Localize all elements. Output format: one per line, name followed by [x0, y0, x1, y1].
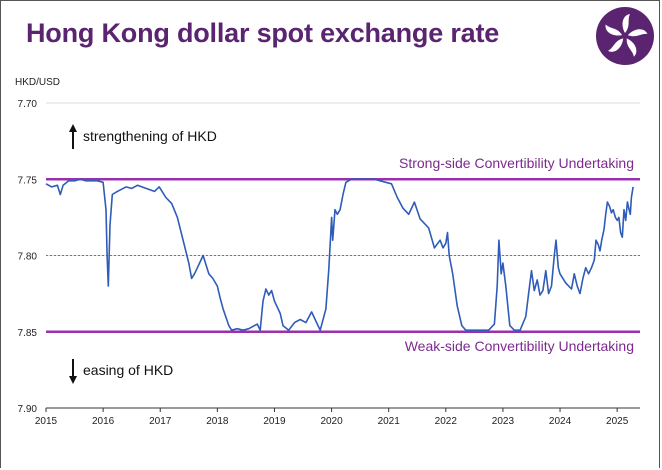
y-tick-label: 7.80	[18, 252, 38, 263]
y-tick-label: 7.90	[18, 404, 38, 415]
x-tick-label: 2022	[435, 416, 458, 427]
x-tick-label: 2016	[92, 416, 115, 427]
y-tick-label: 7.85	[18, 328, 38, 339]
chart-title: Hong Kong dollar spot exchange rate	[26, 18, 500, 48]
down-arrow-icon	[69, 359, 77, 384]
up-arrow-icon	[69, 124, 77, 149]
weak-side-label: Weak-side Convertibility Undertaking	[404, 338, 634, 354]
x-tick-label: 2025	[606, 416, 629, 427]
bauhinia-flower-icon	[596, 7, 654, 65]
x-tick-label: 2019	[263, 416, 286, 427]
exchange-rate-line	[45, 178, 634, 331]
easing-annotation: easing of HKD	[83, 362, 174, 378]
x-tick-label: 2021	[378, 416, 401, 427]
x-tick-label: 2017	[149, 416, 172, 427]
x-tick-label: 2020	[320, 416, 343, 427]
x-tick-label: 2024	[549, 416, 572, 427]
y-tick-label: 7.75	[18, 175, 38, 186]
x-tick-label: 2018	[206, 416, 229, 427]
strong-side-label: Strong-side Convertibility Undertaking	[399, 155, 634, 171]
y-axis-unit-label: HKD/USD	[15, 77, 61, 88]
strengthening-annotation: strengthening of HKD	[83, 128, 217, 144]
x-tick-label: 2023	[492, 416, 515, 427]
y-tick-label: 7.70	[18, 99, 38, 110]
x-tick-label: 2015	[35, 416, 58, 427]
